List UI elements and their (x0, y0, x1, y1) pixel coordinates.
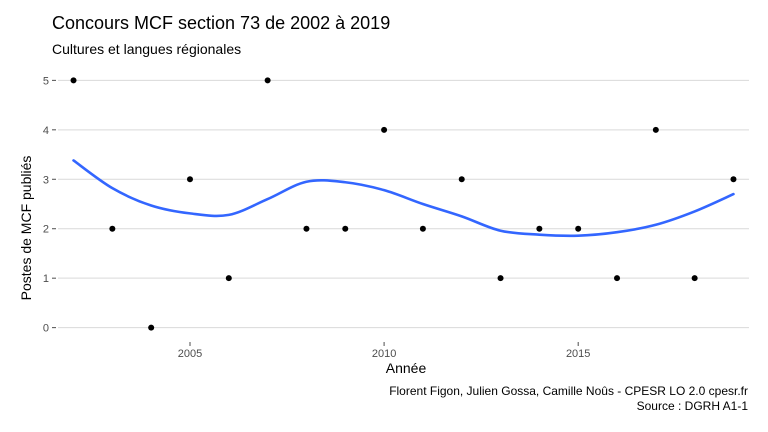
data-point (342, 225, 349, 232)
y-tick-label: 4 (43, 125, 49, 137)
data-point (381, 126, 388, 133)
y-tick-label: 0 (43, 323, 49, 335)
x-axis-title: Année (386, 360, 427, 376)
data-point (109, 225, 116, 232)
data-point (575, 225, 582, 232)
data-point (225, 275, 232, 282)
data-point (691, 275, 698, 282)
caption-source: Source : DGRH A1-1 (636, 399, 748, 413)
data-point (264, 77, 271, 84)
data-points (70, 77, 737, 331)
data-point (303, 225, 310, 232)
chart-subtitle: Cultures et langues régionales (52, 41, 242, 57)
data-point (70, 77, 77, 84)
y-axis-title: Postes de MCF publiés (18, 156, 34, 301)
data-point (458, 176, 465, 183)
y-tick-label: 1 (43, 273, 49, 285)
y-tick-label: 5 (43, 75, 49, 87)
x-tick-labels: 2005 2010 2015 (178, 342, 590, 360)
y-tick-labels: 0 1 2 3 4 5 (43, 75, 56, 335)
data-point (730, 176, 737, 183)
data-point (148, 324, 155, 331)
x-tick-label: 2015 (566, 348, 590, 360)
data-point (614, 275, 621, 282)
data-point (186, 176, 193, 183)
data-point (419, 225, 426, 232)
caption-credits: Florent Figon, Julien Gossa, Camille Noû… (389, 384, 748, 398)
data-point (536, 225, 543, 232)
smooth-trend-line (72, 159, 735, 238)
smooth-line-layer (72, 159, 735, 238)
data-point (652, 126, 659, 133)
y-tick-label: 2 (43, 224, 49, 236)
y-tick-label: 3 (43, 174, 49, 186)
data-point (497, 275, 504, 282)
x-tick-label: 2005 (178, 348, 202, 360)
x-tick-label: 2010 (372, 348, 396, 360)
chart-title: Concours MCF section 73 de 2002 à 2019 (52, 13, 391, 33)
grid-lines (58, 79, 749, 329)
